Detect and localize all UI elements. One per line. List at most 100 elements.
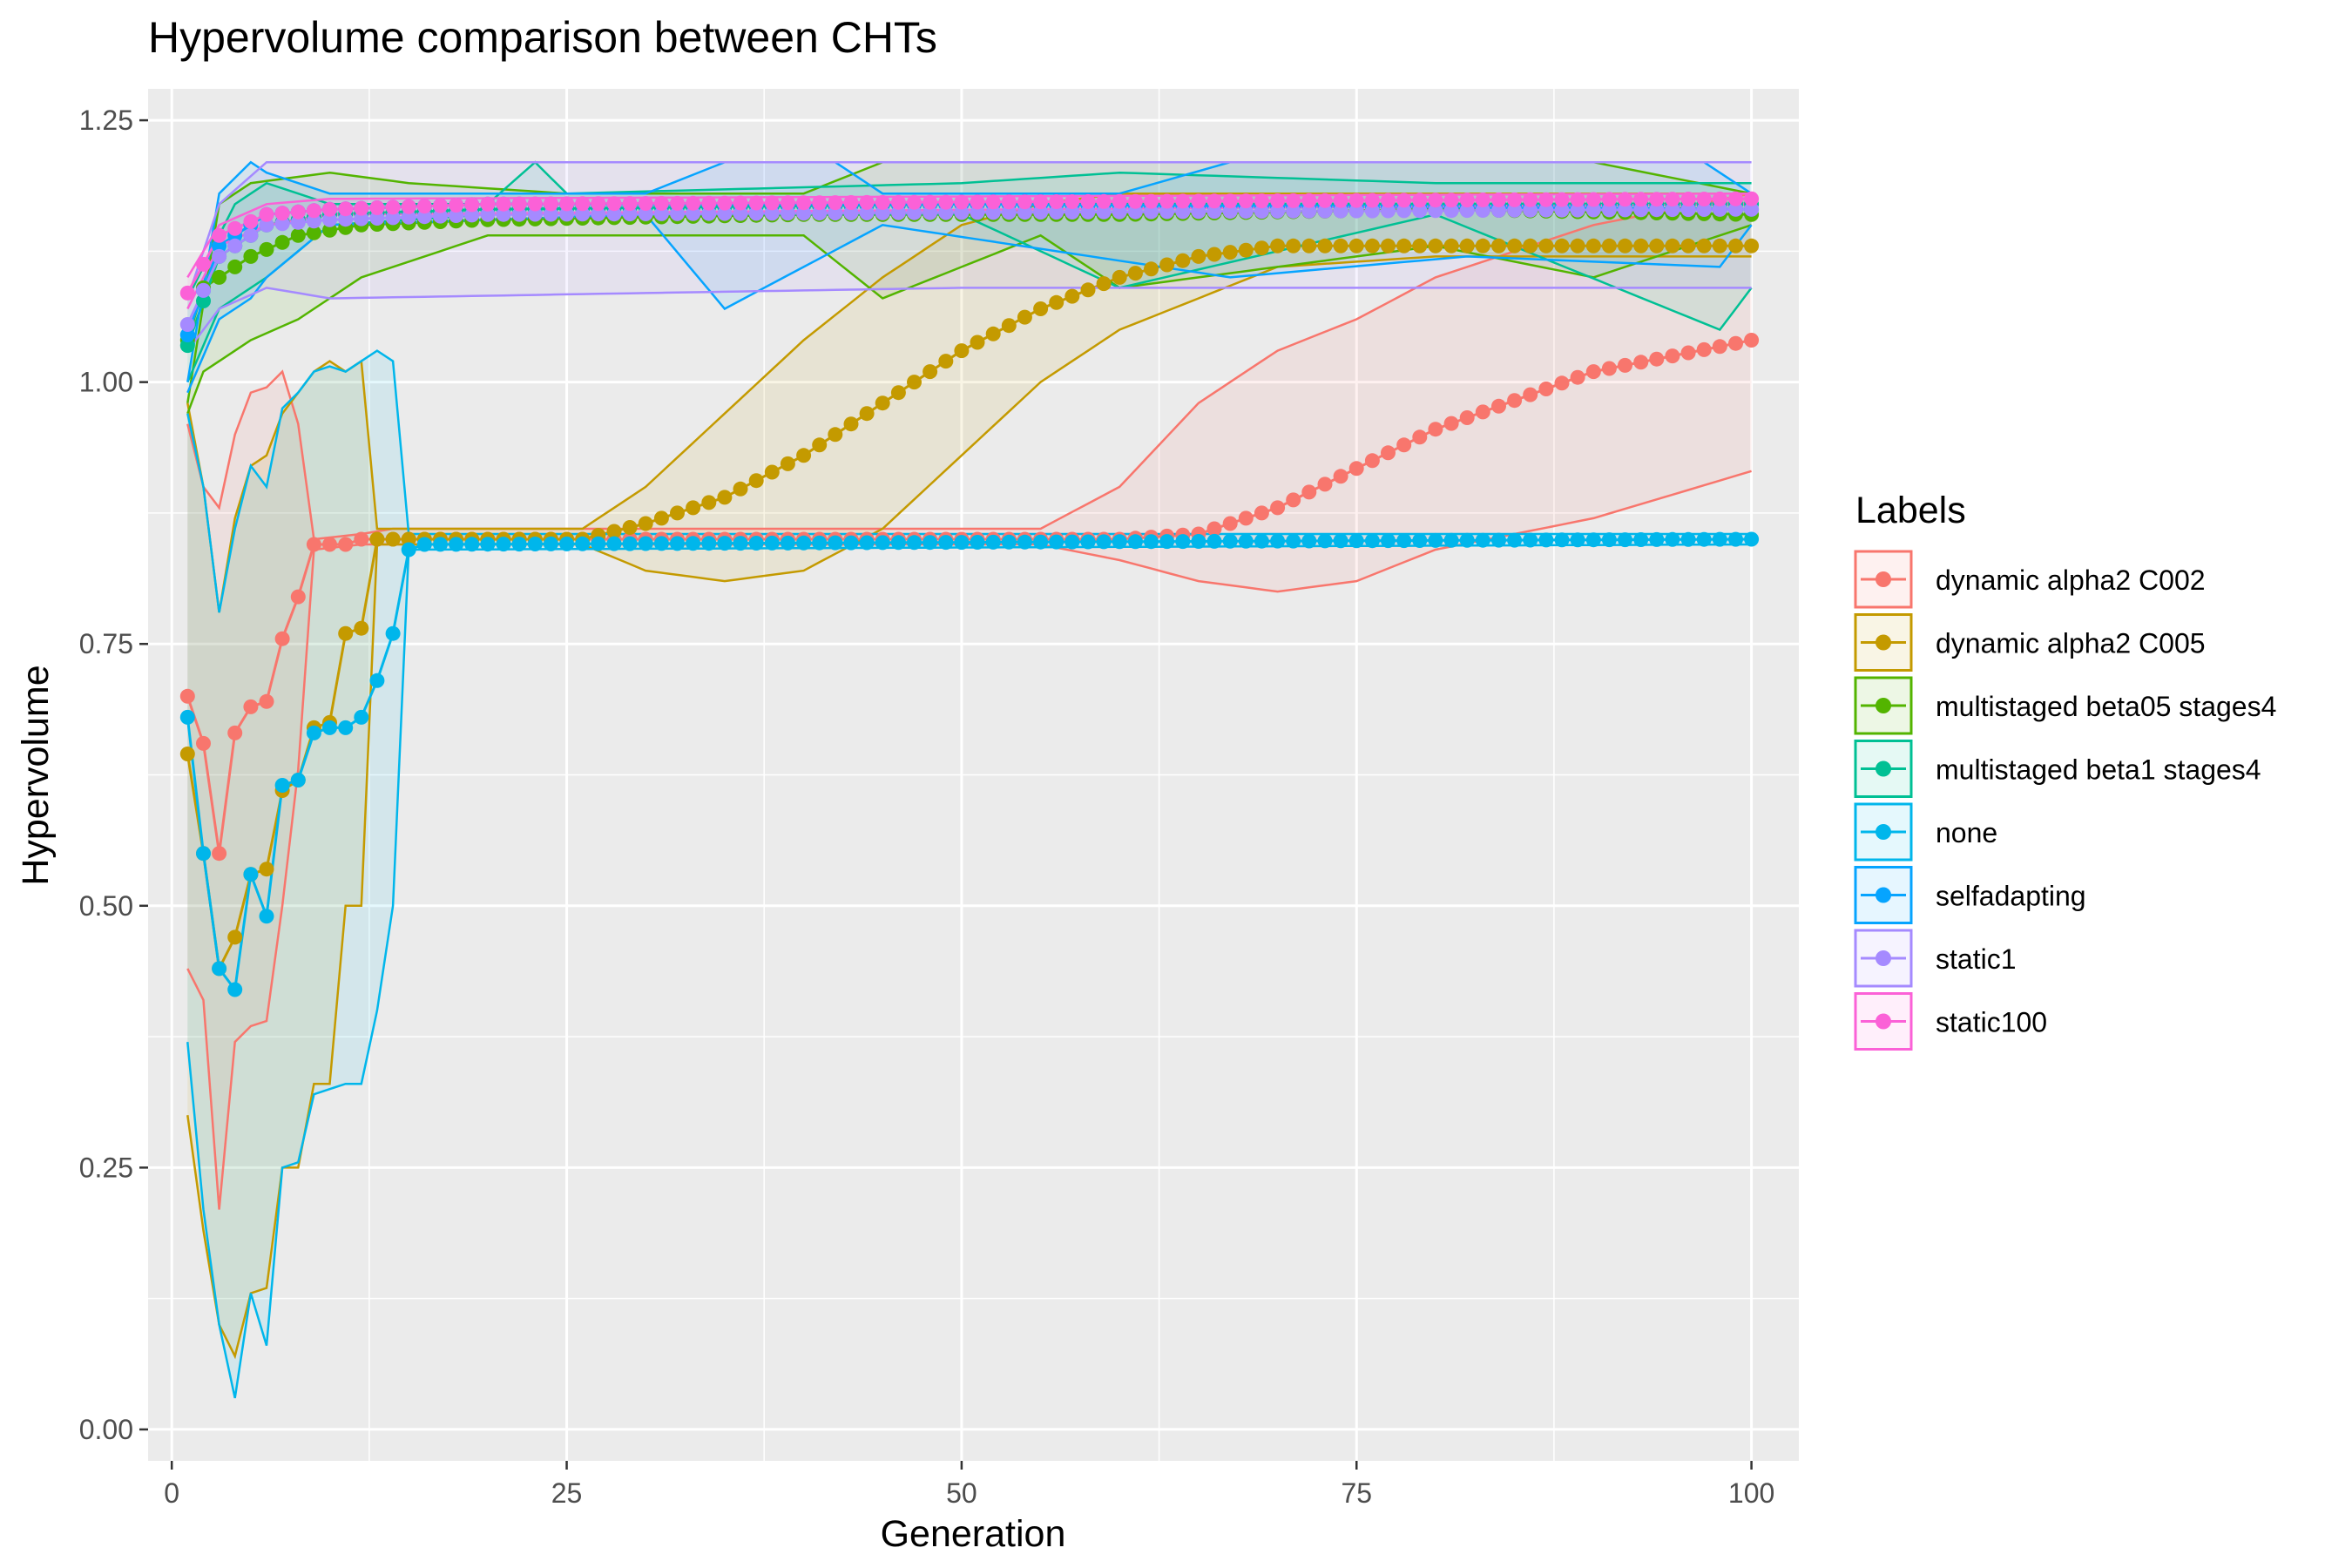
data-point (1301, 484, 1317, 500)
data-point (179, 688, 195, 704)
data-point (622, 206, 638, 222)
series-mean-line (186, 537, 1752, 993)
data-point (1728, 191, 1743, 206)
data-point (1301, 203, 1317, 219)
data-point (1206, 204, 1222, 220)
data-point (243, 227, 259, 243)
data-point (1412, 429, 1428, 445)
data-point (1728, 335, 1743, 351)
data-point (1017, 534, 1032, 550)
data-point (1191, 204, 1206, 220)
data-point (259, 217, 274, 233)
data-point (1570, 532, 1585, 548)
data-point (1744, 191, 1760, 206)
grid-major (148, 89, 1799, 1461)
data-point (764, 535, 780, 551)
data-point (196, 735, 211, 751)
data-point (954, 205, 970, 220)
data-point (1633, 238, 1649, 253)
data-point (1491, 203, 1506, 218)
data-point (717, 206, 733, 221)
legend-key-point (1876, 950, 1891, 966)
data-point (179, 709, 195, 725)
data-point (1364, 238, 1380, 253)
data-point (907, 535, 922, 551)
data-point (1618, 192, 1632, 207)
data-point (1286, 193, 1301, 208)
data-point (812, 437, 828, 453)
data-point (1017, 205, 1032, 220)
data-point (1333, 469, 1348, 484)
data-point (1633, 355, 1649, 370)
data-point (196, 282, 211, 298)
data-point (812, 195, 828, 211)
data-point (1017, 309, 1032, 325)
data-point (1523, 238, 1538, 253)
data-point (1728, 201, 1743, 217)
data-point (780, 535, 795, 551)
data-point (338, 212, 354, 227)
data-point (1049, 534, 1064, 550)
data-point (464, 537, 480, 552)
data-point (638, 516, 653, 531)
data-point (1507, 202, 1523, 218)
data-point (274, 206, 290, 221)
data-point (1665, 202, 1680, 218)
data-point (179, 328, 195, 342)
data-point (1428, 422, 1443, 437)
data-point (1459, 410, 1475, 425)
data-point (780, 195, 795, 211)
data-point (717, 536, 733, 551)
data-point (1412, 193, 1428, 208)
legend-key-point (1876, 698, 1891, 713)
data-point (243, 699, 259, 714)
data-point (985, 194, 1001, 210)
data-point (1127, 193, 1143, 209)
data-point (1665, 531, 1680, 547)
y-tick-label: 0.00 (79, 1414, 133, 1445)
data-point (1649, 202, 1665, 218)
data-point (322, 212, 337, 227)
data-point (449, 208, 464, 223)
ribbon-lower-line (186, 203, 1752, 310)
data-point (796, 535, 812, 551)
y-tick-label: 0.25 (79, 1152, 133, 1183)
data-point (527, 206, 543, 222)
x-tick-label: 100 (1728, 1477, 1774, 1509)
series-mean-line (186, 197, 1752, 294)
data-point (433, 198, 448, 213)
data-point (1475, 404, 1490, 420)
data-point (322, 222, 337, 238)
data-point (780, 456, 795, 471)
data-point (1601, 238, 1617, 253)
data-point (670, 505, 685, 521)
data-point (606, 196, 622, 212)
data-point (1475, 203, 1490, 218)
data-point (1175, 204, 1191, 220)
data-point (1649, 192, 1665, 207)
data-point (227, 929, 243, 945)
data-point (496, 206, 511, 222)
data-point (1570, 369, 1585, 385)
data-point (1665, 348, 1680, 364)
data-point (686, 206, 701, 221)
data-point (449, 198, 464, 213)
data-point (559, 206, 575, 222)
data-point (1064, 194, 1080, 209)
data-point (1633, 192, 1649, 207)
data-point (1080, 204, 1096, 220)
data-point (179, 747, 195, 761)
data-point (1096, 193, 1112, 209)
data-point (938, 205, 954, 220)
data-point (1570, 202, 1585, 218)
data-point (653, 206, 669, 221)
data-point (653, 510, 669, 526)
data-point (1585, 202, 1601, 218)
data-point (1396, 238, 1412, 253)
data-point (575, 206, 591, 222)
series-points (179, 191, 1760, 997)
data-point (938, 535, 954, 551)
data-point (638, 536, 653, 551)
data-point (306, 225, 321, 240)
